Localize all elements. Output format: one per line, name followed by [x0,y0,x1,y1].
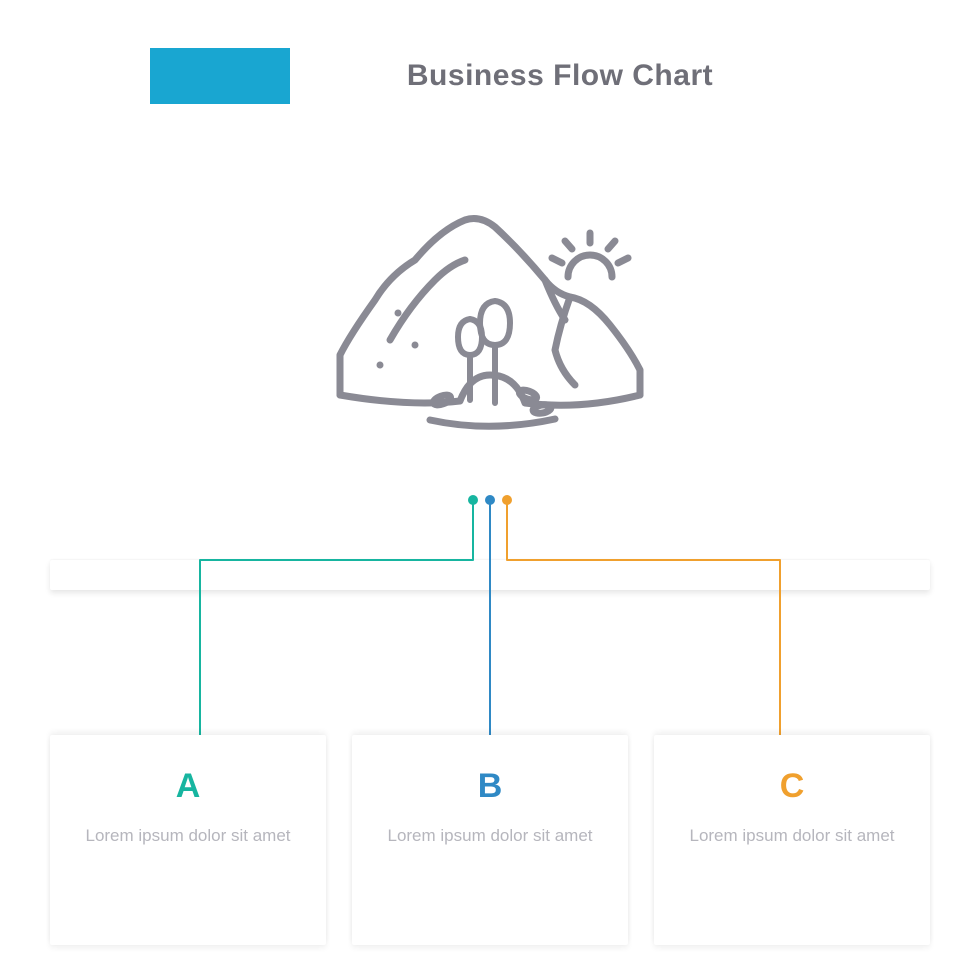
title-accent [150,48,290,104]
card-c: C Lorem ipsum dolor sit amet [654,735,930,945]
mountain-landscape-icon [320,205,660,435]
card-letter: B [372,767,608,806]
connector-shelf [50,560,930,590]
card-body: Lorem ipsum dolor sit amet [674,824,910,849]
cards-row: A Lorem ipsum dolor sit amet B Lorem ips… [50,735,930,945]
title-bar: Business Flow Chart [150,48,830,104]
card-a: A Lorem ipsum dolor sit amet [50,735,326,945]
card-body: Lorem ipsum dolor sit amet [372,824,608,849]
card-letter: A [70,767,306,806]
card-b: B Lorem ipsum dolor sit amet [352,735,628,945]
card-body: Lorem ipsum dolor sit amet [70,824,306,849]
page-title: Business Flow Chart [290,48,830,104]
card-letter: C [674,767,910,806]
